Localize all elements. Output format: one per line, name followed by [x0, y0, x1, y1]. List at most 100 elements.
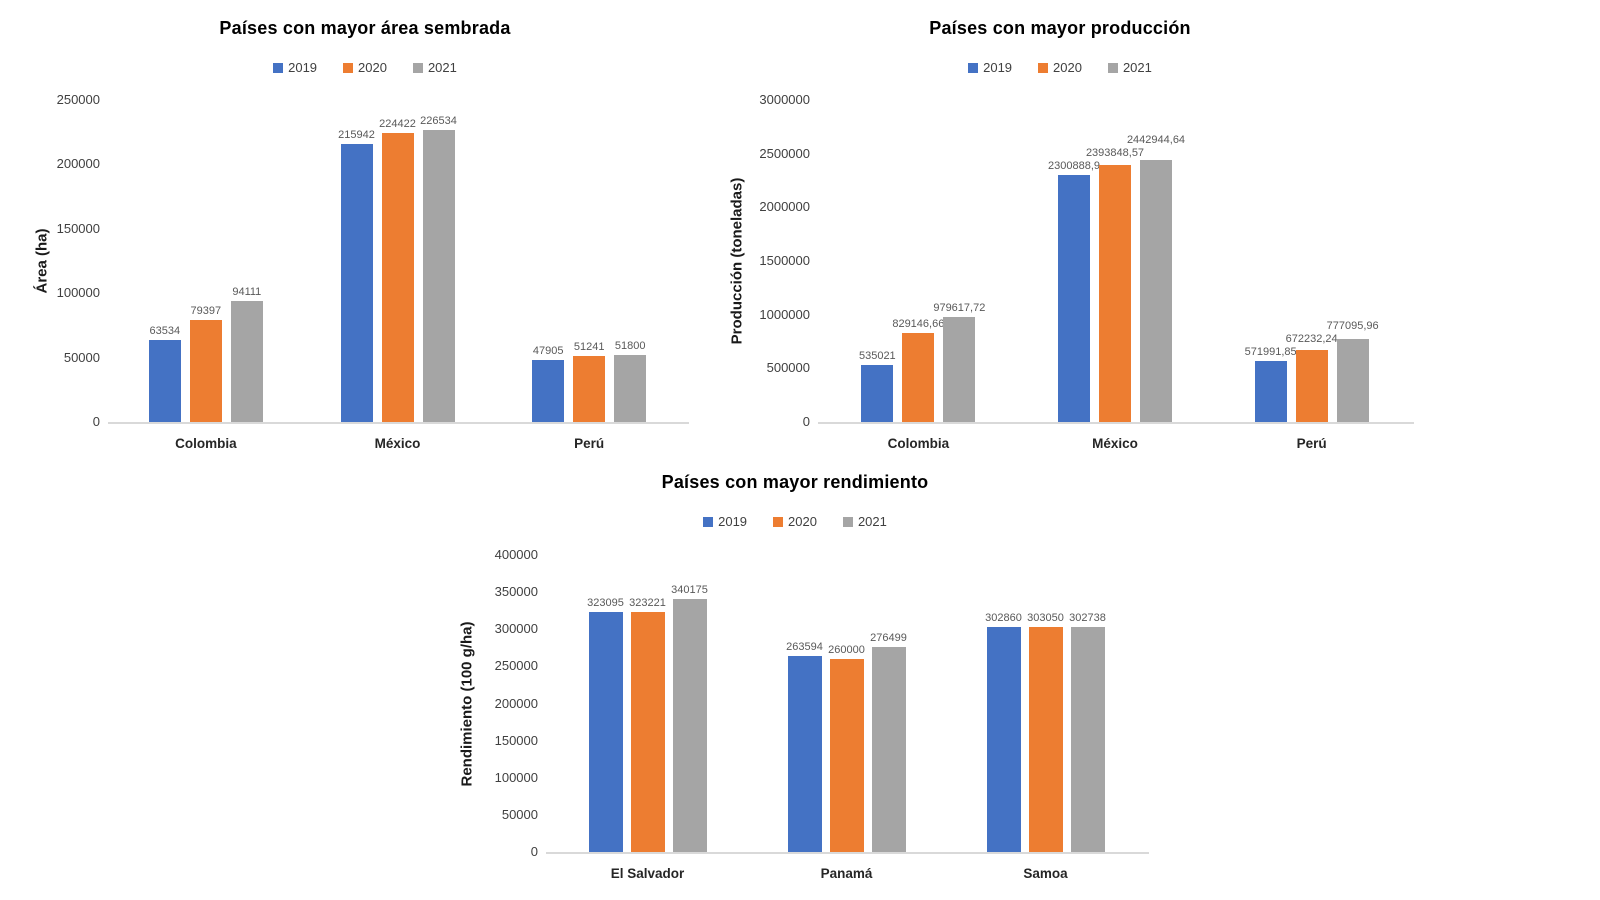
y-tick-label: 0 [802, 414, 810, 429]
bar-El Salvador-2019 [588, 612, 623, 852]
legend-swatch-icon [343, 62, 354, 73]
category-label: México [374, 436, 421, 451]
y-tick-label: 50000 [63, 349, 100, 365]
bar-Perú-2019 [532, 360, 565, 422]
x-axis-line [546, 852, 1149, 854]
data-label: 215942 [338, 128, 375, 141]
y-tick-label: 0 [530, 844, 538, 859]
bar-México-2019 [1058, 175, 1090, 422]
y-tick-label: 350000 [494, 584, 538, 600]
chart-title: Países con mayor rendimiento [661, 472, 929, 492]
bar-El Salvador-2020 [630, 612, 665, 852]
data-label: 340175 [671, 584, 708, 597]
bar-Perú-2020 [573, 356, 606, 422]
legend-label: 2019 [288, 60, 318, 75]
legend-swatch-icon [1038, 62, 1049, 73]
y-tick-label: 150000 [56, 220, 100, 236]
y-tick-label: 2000000 [759, 199, 810, 215]
bar-Colombia-2019 [861, 364, 894, 422]
category-label: Perú [574, 436, 605, 451]
y-tick-label: 200000 [494, 695, 538, 711]
data-label: 672232,24 [1285, 332, 1338, 345]
legend-swatch-icon [1107, 62, 1118, 73]
y-tick-label: 1000000 [759, 306, 810, 322]
chart-legend: 2019 2020 2021 [435, 514, 1155, 529]
data-label: 51241 [573, 341, 605, 353]
bar-México-2021 [422, 130, 455, 422]
data-label: 777095,96 [1326, 319, 1379, 332]
legend-item-2021: 2021 [1107, 60, 1152, 75]
y-tick-label: 200000 [56, 156, 100, 172]
data-label: 829146,66 [892, 318, 945, 330]
bar-Colombia-2020 [902, 333, 935, 422]
legend-swatch-icon [968, 62, 979, 73]
category-label: Perú [1296, 436, 1327, 451]
bar-Colombia-2021 [230, 300, 263, 422]
bar-México-2021 [1140, 159, 1172, 422]
legend-swatch-icon [412, 62, 423, 73]
bar-Samoa-2020 [1028, 626, 1063, 852]
plot-area: 0 50000 100000 150000 200000 250000 300000 3500… [435, 462, 1155, 900]
y-tick-label: 150000 [494, 732, 538, 748]
bar-Perú-2020 [1295, 349, 1328, 422]
legend-item-2020: 2020 [1038, 60, 1082, 75]
data-label: 94111 [232, 285, 262, 298]
legend-item-2020: 2020 [773, 514, 817, 529]
data-label: 979617,72 [933, 301, 986, 314]
legend-swatch-icon [703, 516, 714, 527]
y-tick-label: 300000 [494, 621, 538, 637]
bar-Samoa-2019 [986, 627, 1021, 852]
y-tick-label: 500000 [766, 360, 810, 376]
plot-area: 0 50000 100000 150000 200000 250000 Colombia 63… [30, 8, 700, 468]
data-label: 2300888,9 [1048, 160, 1100, 173]
data-label: 226534 [420, 115, 457, 128]
category-label: Panamá [820, 866, 873, 881]
data-label: 323095 [587, 597, 624, 610]
legend-item-2020: 2020 [343, 60, 387, 75]
data-label: 323221 [629, 597, 666, 609]
legend-label: 2020 [1053, 60, 1082, 75]
category-label: Colombia [175, 436, 237, 451]
data-label: 571991,85 [1244, 345, 1297, 358]
legend-label: 2019 [983, 60, 1013, 75]
bar-Perú-2021 [1336, 338, 1369, 422]
y-tick-label: 400000 [494, 547, 538, 562]
legend-label: 2021 [1122, 60, 1152, 75]
legend-label: 2019 [718, 514, 748, 529]
y-tick-label: 250000 [56, 92, 100, 107]
data-label: 2393848,57 [1085, 147, 1145, 160]
y-tick-label: 50000 [501, 806, 538, 822]
bar-Panamá-2021 [871, 646, 906, 852]
y-tick-label: 1500000 [759, 253, 810, 268]
y-tick-label: 100000 [56, 285, 100, 301]
data-label: 47905 [532, 345, 564, 358]
chart-produccion: Países con mayor producción 2019 2020 2021… [705, 8, 1415, 468]
data-label: 302860 [985, 612, 1022, 625]
x-axis-line [108, 422, 689, 424]
y-tick-label: 100000 [494, 769, 538, 785]
bar-México-2020 [1099, 165, 1131, 422]
legend-swatch-icon [842, 516, 853, 527]
bar-Colombia-2021 [943, 316, 976, 422]
data-label: 276499 [870, 631, 907, 644]
legend-label: 2020 [358, 60, 387, 75]
legend-item-2019: 2019 [968, 60, 1012, 75]
legend-item-2021: 2021 [842, 514, 887, 529]
chart-legend: 2019 2020 2021 [705, 60, 1415, 75]
legend-label: 2021 [857, 514, 887, 529]
bar-Perú-2019 [1254, 360, 1287, 422]
category-label: Samoa [1023, 866, 1068, 881]
y-tick-label: 250000 [494, 658, 538, 674]
data-label: 260000 [828, 643, 865, 656]
bar-El Salvador-2021 [672, 599, 707, 852]
chart-title: Países con mayor área sembrada [219, 18, 511, 38]
category-label: Colombia [887, 436, 950, 451]
y-tick-label: 2500000 [759, 145, 810, 161]
legend-item-2021: 2021 [412, 60, 457, 75]
bar-México-2020 [381, 132, 414, 422]
category-label: México [1092, 436, 1138, 451]
bar-Colombia-2019 [148, 340, 181, 422]
data-label: 535021 [858, 349, 896, 362]
legend-item-2019: 2019 [273, 60, 317, 75]
